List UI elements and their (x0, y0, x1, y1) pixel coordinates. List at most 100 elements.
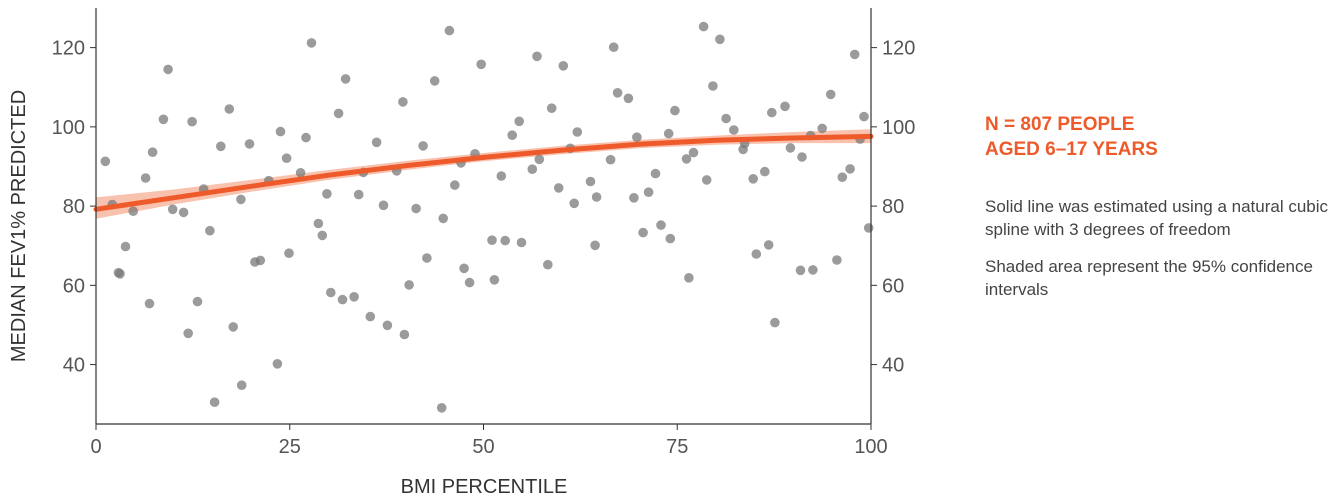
data-point (404, 280, 414, 290)
data-point (487, 235, 497, 245)
scatter-chart: 0 25 50 75 100 40 40 60 60 80 80 100 100 120 120 BMI P… (8, 8, 916, 498)
data-point (729, 125, 739, 135)
spline-fit-line (93, 133, 874, 212)
data-point (187, 116, 197, 127)
data-point (767, 107, 777, 118)
data-point (770, 317, 780, 328)
data-point (656, 220, 666, 230)
data-point (532, 51, 542, 62)
data-point (284, 248, 294, 258)
data-point (459, 263, 469, 274)
data-point (205, 225, 215, 236)
data-point (411, 203, 421, 214)
data-point (797, 152, 807, 162)
data-point (748, 174, 758, 184)
data-point (398, 97, 408, 107)
y-tick-label-left: 120 (52, 38, 85, 60)
data-point (605, 154, 616, 165)
data-point (371, 137, 382, 148)
x-tick-label: 75 (666, 436, 688, 458)
data-point (313, 218, 324, 229)
y-tick-label-left: 40 (63, 355, 85, 377)
data-point (558, 61, 569, 71)
data-point (464, 277, 475, 288)
x-axis-label: BMI PERCENTILE (401, 476, 568, 498)
data-point (295, 168, 306, 178)
fit-line-layer (93, 133, 874, 212)
ci-note: Shaded area represent the 95% confidence… (985, 257, 1313, 299)
data-point (543, 259, 553, 270)
data-point (715, 34, 725, 45)
y-tick-label-right: 100 (882, 117, 915, 139)
data-point (698, 21, 709, 32)
data-point (340, 74, 351, 84)
data-point (751, 249, 762, 259)
data-point (250, 257, 260, 267)
y-tick-label-right: 40 (882, 355, 904, 377)
data-point (534, 154, 545, 165)
data-point (643, 187, 654, 197)
data-point (608, 42, 619, 52)
data-point (572, 127, 583, 137)
data-point (365, 311, 376, 322)
spline-note: Solid line was estimated using a natural… (985, 197, 1329, 239)
data-point (763, 240, 774, 250)
data-point (638, 227, 648, 238)
x-tick-label: 50 (472, 436, 494, 458)
data-point (632, 132, 642, 142)
data-point (825, 89, 836, 100)
data-point (436, 403, 447, 413)
data-point (333, 108, 344, 119)
axes-layer (95, 8, 872, 425)
data-point (275, 126, 286, 137)
data-point (236, 194, 246, 205)
data-point (738, 144, 748, 155)
data-point (832, 255, 842, 265)
confidence-band-layer (96, 129, 871, 219)
data-point (429, 76, 440, 86)
data-point (382, 320, 393, 331)
sample-size-label: N = 807 PEOPLE (985, 114, 1135, 135)
data-point (163, 64, 173, 75)
data-point (516, 237, 527, 248)
data-point (670, 105, 680, 116)
data-point (681, 154, 692, 164)
data-point (418, 141, 428, 151)
confidence-band (96, 129, 871, 219)
data-point (140, 173, 151, 183)
data-point (228, 322, 238, 332)
data-point (399, 329, 410, 340)
data-point (623, 93, 634, 104)
data-point (444, 25, 455, 36)
data-point (546, 103, 557, 113)
data-point (209, 397, 220, 408)
data-point (489, 275, 500, 285)
y-tick-label-left: 100 (52, 117, 85, 139)
ticks-layer: 0 25 50 75 100 40 40 60 60 80 80 100 100 120 120 (52, 38, 916, 458)
data-point (590, 240, 600, 251)
y-tick-label-right: 120 (882, 38, 915, 60)
data-point (128, 206, 138, 216)
data-point (665, 233, 676, 244)
y-tick-label-right: 80 (882, 196, 904, 218)
data-point (476, 59, 487, 70)
data-point (183, 328, 193, 339)
age-range-label: AGED 6–17 YEARS (985, 139, 1158, 160)
data-point (612, 88, 623, 98)
data-point (378, 200, 389, 211)
data-point (120, 241, 131, 252)
data-point (663, 128, 674, 139)
data-point (845, 164, 855, 174)
data-point (514, 116, 524, 127)
data-point (629, 193, 639, 203)
data-point (326, 287, 336, 298)
data-point (144, 298, 155, 309)
data-point (808, 265, 818, 275)
data-point (569, 198, 579, 209)
data-point (500, 235, 511, 246)
annotation-panel: N = 807 PEOPLE AGED 6–17 YEARS Solid lin… (985, 112, 1330, 301)
data-point (236, 380, 247, 391)
data-point (244, 139, 255, 149)
points-layer (100, 21, 874, 413)
data-point (496, 171, 507, 181)
